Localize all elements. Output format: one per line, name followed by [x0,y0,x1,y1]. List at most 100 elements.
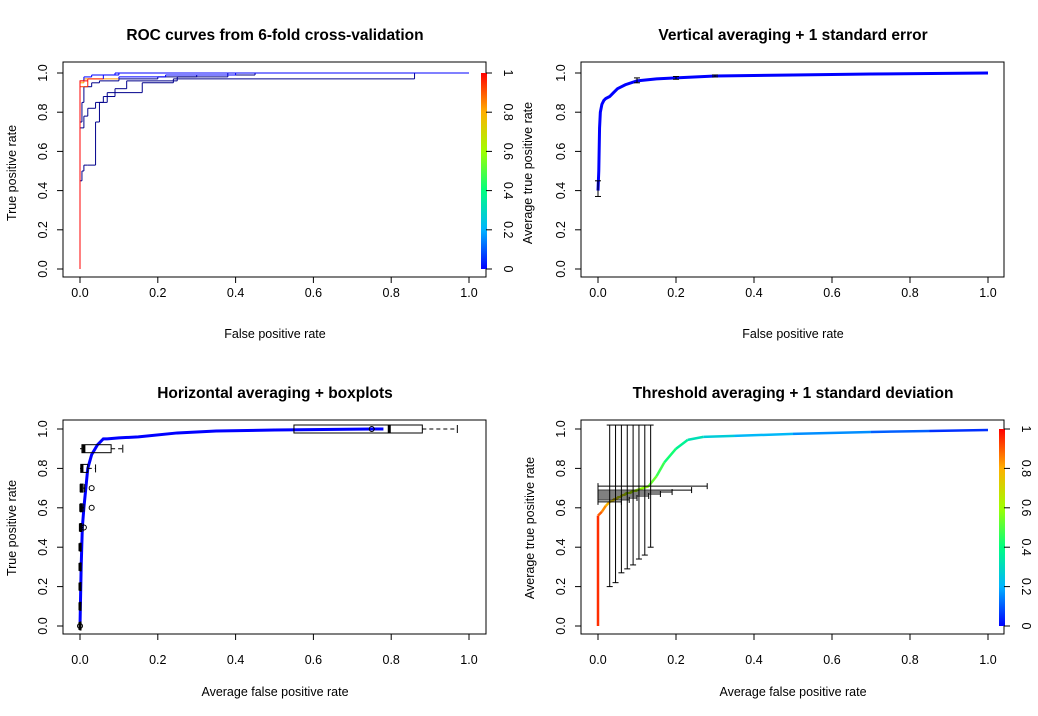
x-tick-label: 0.6 [305,653,322,667]
series-segment [870,429,930,434]
colorbar-tick-label: 0.8 [1019,460,1033,477]
series-segment [663,447,677,464]
x-tick-label: 1.0 [979,653,996,667]
panel-threshold-avg: Threshold averaging + 1 standard deviati… [523,385,1033,699]
x-axis-label: Average false positive rate [201,685,348,699]
x-tick-label: 1.0 [460,286,477,300]
plot-frame [62,419,487,635]
x-tick-label: 0.2 [667,653,684,667]
y-tick-label: 0.0 [554,260,568,277]
panel-title: ROC curves from 6-fold cross-validation [126,27,423,44]
x-tick-label: 0.2 [149,653,166,667]
panel-roc-cv: ROC curves from 6-fold cross-validation … [5,27,535,341]
plot-area: 0.0 0.2 0.4 0.6 0.8 1.0 0.0 0.2 0.4 0.6 0.8 1.0 0 0.2… [554,419,1033,667]
box [81,444,112,454]
x-tick-label: 1.0 [460,653,477,667]
series-segment [703,434,735,439]
y-tick-label: 0.8 [36,103,50,120]
y-tick-label: 0.4 [554,182,568,199]
colorbar-tick-label: 0.2 [501,221,515,238]
y-tick-label: 1.0 [554,420,568,437]
y-axis-label: True positive rate [5,480,19,576]
box-outlier [88,504,95,511]
panel-horizontal-avg: Horizontal averaging + boxplots Average … [5,385,487,699]
box-outlier [368,426,375,432]
y-tick-label: 0.0 [554,617,568,634]
colorbar-tick-label: 0.4 [501,182,515,199]
series-segment [675,438,689,450]
x-tick-label: 0.6 [305,286,322,300]
y-tick-label: 1.0 [36,64,50,81]
series-segment [600,505,607,513]
plot-area: 0.0 0.2 0.4 0.6 0.8 1.0 0.0 0.2 0.4 0.6 0.8 1.0 0 0.2… [36,61,515,300]
y-tick-label: 0.4 [36,538,50,555]
series-segment [687,435,704,442]
panel-vertical-avg: Vertical averaging + 1 standard error Fa… [554,27,1005,341]
x-tick-label: 0.8 [901,286,918,300]
colorbar-tick-label: 0.6 [1019,499,1033,516]
y-tick-label: 0.0 [36,260,50,277]
x-tick-label: 0.6 [823,653,840,667]
series-line [78,427,384,627]
colorbar [481,73,487,269]
colorbar-tick-label: 0.8 [501,104,515,121]
x-tick-label: 1.0 [979,286,996,300]
x-axis-label: False positive rate [742,327,843,341]
plot-frame [580,61,1005,278]
series-segment [792,430,872,436]
box-outlier [77,623,83,629]
colorbar-tick-label: 0.2 [1019,578,1033,595]
series-segment [604,501,611,507]
box [293,424,423,434]
y-tick-label: 0.6 [36,143,50,160]
x-tick-label: 0.6 [823,286,840,300]
y-tick-label: 0.4 [36,182,50,199]
y-tick-label: 0.6 [36,499,50,516]
y-tick-label: 0.2 [36,221,50,238]
series-segment [734,432,794,438]
panel-title: Threshold averaging + 1 standard deviati… [633,385,954,402]
box-outlier [80,524,87,531]
y-tick-label: 0.2 [554,221,568,238]
series-line-red [79,80,88,269]
x-tick-label: 0.0 [71,286,88,300]
x-tick-label: 0.8 [383,653,400,667]
x-axis-label: False positive rate [224,327,325,341]
y-tick-label: 0.2 [554,578,568,595]
x-tick-label: 0.0 [589,286,606,300]
colorbar-tick-label: 0 [501,266,515,273]
y-axis-label: Average true positive rate [523,457,537,599]
panel-title: Vertical averaging + 1 standard error [658,27,927,44]
panel-title: Horizontal averaging + boxplots [157,385,393,402]
y-tick-label: 0.6 [554,143,568,160]
x-tick-label: 0.8 [901,653,918,667]
series-segment [929,428,989,433]
x-tick-label: 0.4 [227,653,244,667]
y-tick-label: 0.2 [36,578,50,595]
y-axis-label: True positive rate [5,125,19,221]
y-tick-label: 0.8 [36,460,50,477]
colorbar-tick-label: 0 [1019,623,1033,630]
box-outlier [88,485,95,492]
y-tick-label: 0.8 [554,460,568,477]
series-line [596,71,989,191]
series-segment [647,475,658,487]
x-tick-label: 0.0 [589,653,606,667]
colorbar-tick-label: 1 [501,70,515,77]
y-tick-label: 0.4 [554,538,568,555]
x-tick-label: 0.0 [71,653,88,667]
x-tick-label: 0.2 [149,286,166,300]
colorbar-tick-label: 1 [1019,426,1033,433]
colorbar-tick-label: 0.6 [501,143,515,160]
x-axis-label: Average false positive rate [719,685,866,699]
y-tick-label: 1.0 [554,64,568,81]
y-tick-label: 0.8 [554,103,568,120]
y-tick-label: 0.0 [36,617,50,634]
x-tick-label: 0.4 [227,286,244,300]
x-tick-label: 0.4 [745,653,762,667]
y-tick-label: 0.6 [554,499,568,516]
colorbar-tick-label: 0.4 [1019,539,1033,556]
y-tick-label: 1.0 [36,420,50,437]
